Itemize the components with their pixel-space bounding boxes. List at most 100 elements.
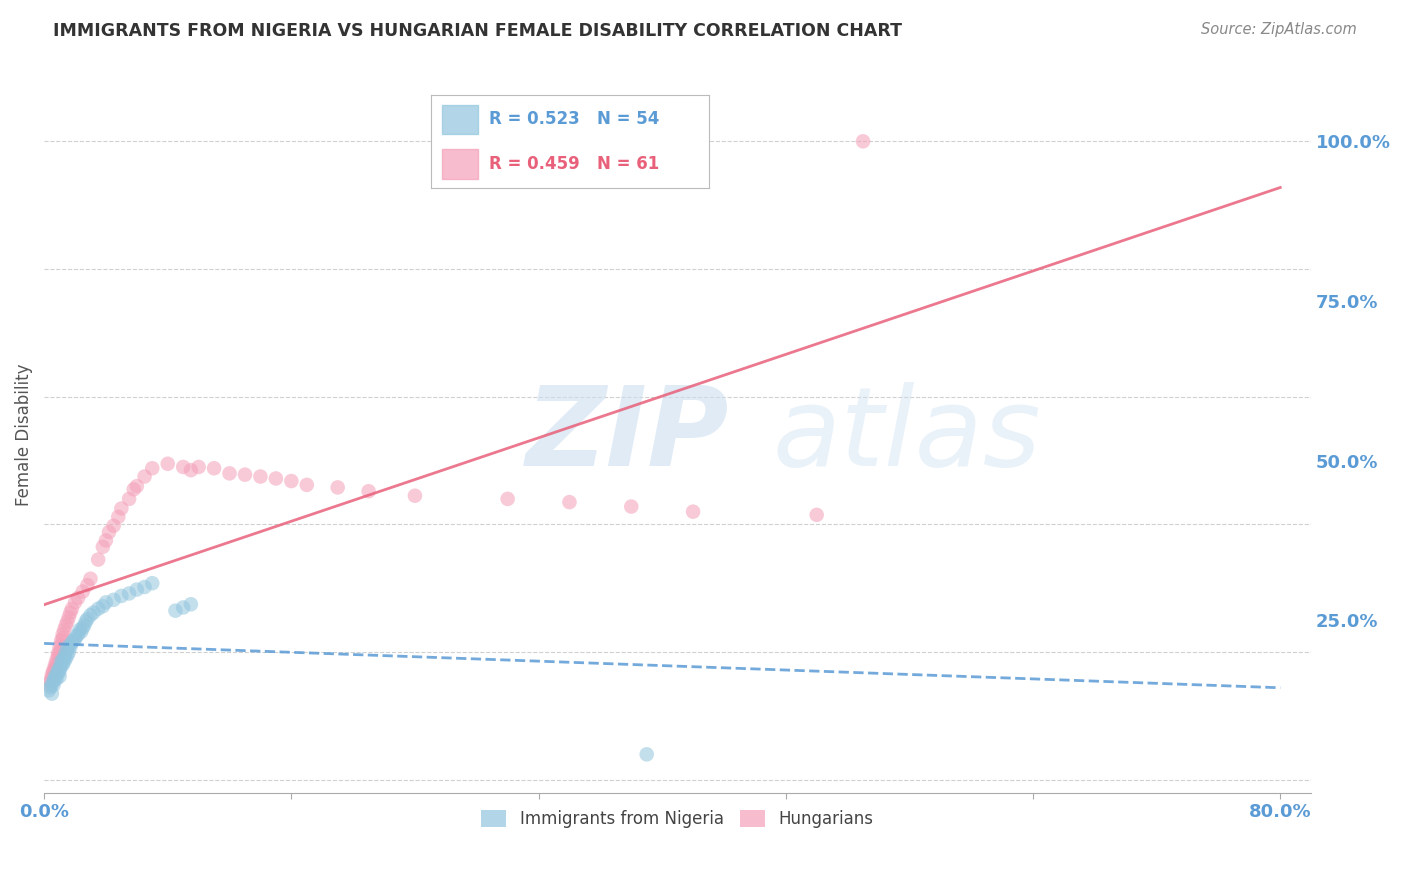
Text: Source: ZipAtlas.com: Source: ZipAtlas.com	[1201, 22, 1357, 37]
Point	[56, 648, 79, 663]
Point	[280, 474, 302, 488]
Point	[41, 667, 63, 681]
Point	[94, 595, 117, 609]
Point	[60, 635, 83, 649]
Point	[118, 491, 141, 506]
Point	[72, 621, 94, 635]
Point	[55, 645, 77, 659]
Point	[44, 669, 66, 683]
Point	[53, 650, 76, 665]
Point	[172, 600, 194, 615]
Point	[56, 642, 79, 657]
Point	[122, 483, 145, 497]
Point	[103, 518, 125, 533]
Point	[125, 582, 148, 597]
Point	[41, 687, 63, 701]
Point	[65, 629, 87, 643]
Point	[165, 604, 187, 618]
Point	[58, 645, 80, 659]
Point	[134, 580, 156, 594]
Point	[91, 599, 114, 614]
Point	[49, 659, 72, 673]
Point	[48, 645, 70, 659]
Point	[60, 601, 83, 615]
Point	[62, 633, 84, 648]
Point	[496, 491, 519, 506]
Point	[42, 673, 65, 688]
Point	[75, 615, 97, 629]
Point	[63, 632, 86, 647]
Point	[49, 638, 72, 652]
Point	[110, 501, 132, 516]
Point	[41, 671, 63, 685]
Point	[118, 586, 141, 600]
Point	[46, 650, 69, 665]
Point	[38, 677, 60, 691]
Point	[404, 489, 426, 503]
Point	[46, 665, 69, 680]
Point	[558, 495, 581, 509]
Point	[67, 591, 90, 605]
Point	[141, 461, 163, 475]
Point	[39, 673, 62, 688]
Point	[180, 597, 202, 611]
Point	[636, 747, 658, 762]
Text: IMMIGRANTS FROM NIGERIA VS HUNGARIAN FEMALE DISABILITY CORRELATION CHART: IMMIGRANTS FROM NIGERIA VS HUNGARIAN FEM…	[53, 22, 903, 40]
Point	[46, 647, 69, 661]
Point	[103, 592, 125, 607]
Point	[83, 606, 105, 620]
Point	[202, 461, 225, 475]
Point	[218, 467, 240, 481]
Point	[107, 509, 129, 524]
Point	[55, 618, 77, 632]
Point	[55, 651, 77, 665]
Point	[79, 608, 101, 623]
Point	[39, 681, 62, 695]
Point	[87, 552, 110, 566]
Point	[87, 601, 110, 615]
Point	[63, 595, 86, 609]
Point	[42, 678, 65, 692]
Point	[357, 484, 380, 499]
Point	[156, 457, 179, 471]
Point	[52, 653, 75, 667]
Point	[48, 669, 70, 683]
Point	[76, 612, 98, 626]
Point	[172, 460, 194, 475]
Point	[264, 471, 287, 485]
Point	[42, 665, 65, 680]
Point	[125, 479, 148, 493]
Point	[45, 667, 67, 681]
Point	[180, 463, 202, 477]
Point	[44, 661, 66, 675]
Point	[44, 672, 66, 686]
Point	[58, 610, 80, 624]
Point	[49, 655, 72, 669]
Point	[58, 639, 80, 653]
Text: atlas: atlas	[773, 382, 1042, 489]
Point	[76, 578, 98, 592]
Point	[45, 672, 67, 686]
Point	[73, 618, 96, 632]
Point	[48, 665, 70, 679]
Point	[91, 540, 114, 554]
Point	[326, 480, 349, 494]
Point	[806, 508, 828, 522]
Point	[79, 572, 101, 586]
Point	[70, 624, 93, 639]
Point	[48, 640, 70, 654]
Point	[682, 505, 704, 519]
Point	[59, 606, 82, 620]
Point	[45, 657, 67, 671]
Point	[49, 633, 72, 648]
Point	[187, 460, 209, 475]
Point	[44, 657, 66, 672]
Point	[45, 653, 67, 667]
Point	[52, 631, 75, 645]
Point	[48, 661, 70, 675]
Point	[38, 683, 60, 698]
Point	[46, 663, 69, 677]
Point	[295, 478, 318, 492]
Point	[94, 533, 117, 548]
Point	[42, 663, 65, 677]
